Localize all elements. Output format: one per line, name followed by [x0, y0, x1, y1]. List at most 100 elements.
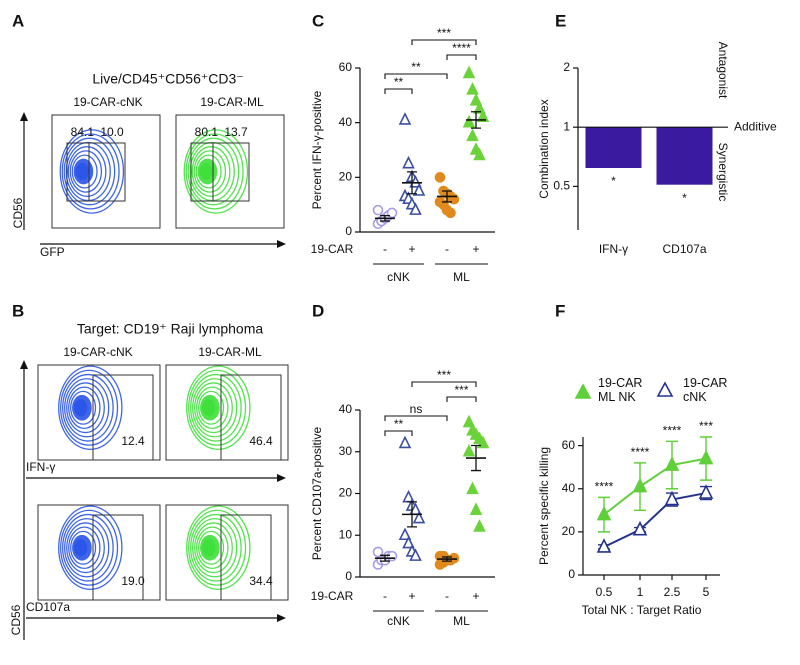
point — [466, 128, 479, 142]
point — [409, 175, 422, 188]
point — [372, 546, 384, 558]
y-axis-label: Percent CD107a-positive — [310, 426, 324, 560]
x-tick-label: - — [383, 589, 387, 603]
y-axis-label: Percent specific killing — [537, 447, 551, 565]
gate — [92, 514, 144, 601]
contour — [190, 513, 242, 582]
contour — [66, 522, 105, 574]
gate — [220, 374, 282, 461]
contour — [72, 394, 92, 421]
contour — [60, 369, 119, 446]
point — [398, 112, 412, 125]
contour — [200, 534, 220, 561]
error-bar — [407, 171, 417, 195]
contour — [58, 365, 123, 450]
x-tick-label: - — [445, 589, 449, 603]
x-tick-label: 1 — [637, 585, 644, 599]
significance-bracket — [384, 73, 448, 79]
bar — [585, 127, 642, 169]
flow-title: Target: CD19⁺ Raji lymphoma — [77, 321, 264, 337]
sample-label: 19-CAR-ML — [198, 345, 262, 359]
contour — [61, 133, 120, 210]
contour — [68, 526, 101, 570]
point — [596, 538, 612, 553]
point — [596, 505, 612, 521]
arrow-head — [277, 474, 286, 482]
contour — [63, 137, 116, 206]
contour — [191, 146, 231, 197]
point — [664, 456, 680, 471]
side-label: Additive — [734, 119, 777, 133]
point — [469, 502, 483, 516]
point — [469, 93, 483, 106]
point — [462, 65, 476, 79]
contour — [198, 530, 225, 565]
axis-label: CD56 — [11, 197, 25, 228]
significance-label: * — [611, 174, 616, 188]
contour — [187, 137, 240, 206]
gate — [212, 142, 250, 202]
contour — [185, 133, 244, 210]
error-bar — [442, 190, 452, 203]
y-tick-label: 20 — [562, 524, 576, 538]
gate-value: 19.0 — [121, 574, 145, 588]
x-tick-label: + — [408, 589, 415, 603]
contour — [59, 129, 125, 214]
error-bar — [442, 556, 452, 562]
legend-entry: 19-CAR ML NK — [598, 376, 643, 404]
significance-label: **** — [452, 41, 471, 55]
contour — [198, 390, 225, 425]
significance-label: ** — [411, 60, 421, 74]
significance-label: * — [682, 191, 687, 205]
point — [632, 520, 648, 536]
significance-bracket — [446, 396, 477, 402]
point — [386, 550, 398, 562]
point — [462, 443, 476, 457]
significance-label: **** — [663, 423, 682, 437]
side-label: Synergistic — [716, 143, 730, 202]
x-tick-label: - — [383, 242, 387, 256]
axis-label: IFN-γ — [26, 460, 55, 474]
gate-value: 12.4 — [121, 434, 145, 448]
y-tick-label: 1 — [563, 119, 570, 133]
contour — [195, 154, 222, 189]
y-tick-label: 0 — [345, 224, 352, 238]
significance-label: ** — [394, 75, 404, 89]
point — [409, 202, 422, 215]
contour — [70, 390, 97, 425]
contour — [62, 373, 114, 442]
point — [632, 477, 648, 493]
significance-label: *** — [699, 419, 713, 433]
x-tick-label: + — [472, 589, 479, 603]
significance-label: *** — [437, 368, 451, 382]
significance-label: ** — [394, 417, 404, 431]
point — [445, 207, 456, 219]
x-tick-label: IFN-γ — [599, 242, 628, 256]
arrow-head — [20, 360, 28, 369]
error-bar — [380, 214, 390, 222]
contour — [200, 394, 220, 421]
point — [448, 552, 460, 564]
gate-value: 10.0 — [100, 125, 124, 139]
arrow-head — [20, 112, 28, 121]
significance-bracket — [411, 39, 477, 45]
y-tick-label: 40 — [339, 115, 353, 129]
contour — [190, 373, 242, 442]
axis-label: GFP — [40, 245, 65, 259]
x-tick-label: CD107a — [662, 242, 706, 256]
y-tick-label: 0 — [345, 569, 352, 583]
legend-marker — [656, 381, 674, 397]
contour — [64, 518, 110, 578]
panel-letter: A — [12, 11, 24, 30]
significance-bracket — [384, 430, 413, 436]
point — [402, 155, 415, 169]
point — [698, 484, 714, 499]
contour — [194, 382, 233, 434]
contour — [68, 386, 101, 429]
error-bar — [407, 501, 417, 528]
x-tick-label: 5 — [703, 585, 710, 599]
significance-label: **** — [631, 445, 650, 459]
legend-marker — [574, 383, 592, 399]
panel-letter: B — [12, 301, 24, 320]
contour — [62, 513, 114, 582]
